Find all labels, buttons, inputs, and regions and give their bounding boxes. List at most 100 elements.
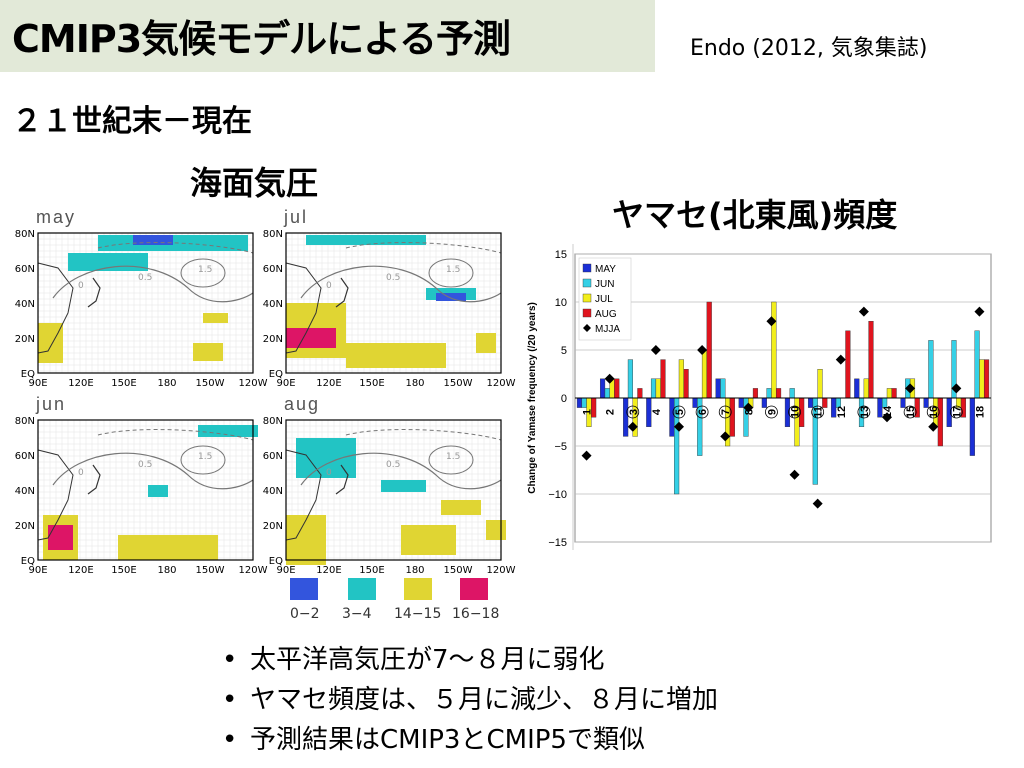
lon-tick-label: 120E xyxy=(316,378,341,389)
bar-jun xyxy=(581,397,587,408)
legend-swatch-label: 0−2 xyxy=(290,606,320,622)
mjja-marker xyxy=(627,421,638,432)
bar-aug xyxy=(683,368,689,399)
shading-patch xyxy=(401,525,456,555)
bar-aug xyxy=(614,378,620,399)
slp-contour xyxy=(52,452,254,490)
slp-title: 海面気圧 xyxy=(190,164,319,202)
y-tick-label: −5 xyxy=(554,441,567,453)
legend-label: AUG xyxy=(595,309,617,320)
lon-tick-label: 120W xyxy=(487,378,516,389)
bullet-list: 太平洋高気圧が7～８月に弱化 ヤマセ頻度は、５月に減少、８月に増加 予測結果はC… xyxy=(218,640,718,760)
lat-tick-label: EQ xyxy=(269,556,283,567)
coastline xyxy=(285,449,322,541)
y-tick-label: 10 xyxy=(555,297,567,309)
slp-contour-dashed xyxy=(345,242,502,254)
bar-jul xyxy=(863,378,869,399)
y-tick-label: 15 xyxy=(555,249,567,261)
lon-tick-label: 120E xyxy=(68,378,93,389)
bar-jul xyxy=(817,368,823,399)
category-label: 2 xyxy=(605,409,617,415)
citation: Endo (2012, 気象集誌) xyxy=(690,36,928,61)
bar-jul xyxy=(794,397,800,447)
mjja-marker xyxy=(835,354,846,365)
slp-contour-dashed xyxy=(345,429,502,441)
shading-patch xyxy=(148,485,168,497)
category-circle xyxy=(926,405,940,419)
bar-aug xyxy=(868,320,874,399)
category-circle xyxy=(695,405,709,419)
slp-contour xyxy=(428,258,474,288)
bar-may xyxy=(715,378,721,399)
legend-label: JUN xyxy=(595,279,614,290)
category-label: 8 xyxy=(743,409,755,415)
lon-tick-label: 150W xyxy=(196,565,225,576)
legend-swatch xyxy=(460,578,488,600)
category-label: 13 xyxy=(859,406,871,418)
legend-swatch xyxy=(582,278,592,288)
bar-jun xyxy=(720,378,726,399)
lat-tick-label: EQ xyxy=(21,556,35,567)
bar-jul xyxy=(979,359,985,399)
shading-patch xyxy=(68,253,148,271)
lat-tick-label: 80N xyxy=(263,229,283,240)
coastline xyxy=(37,262,74,354)
shading-patch xyxy=(118,535,218,560)
legend-swatch xyxy=(582,263,592,273)
lon-tick-label: 120E xyxy=(316,565,341,576)
japan-coastline xyxy=(87,464,101,495)
lon-tick-label: 180 xyxy=(405,378,424,389)
lon-tick-label: 120E xyxy=(68,565,93,576)
lon-tick-label: 150W xyxy=(444,378,473,389)
mjja-marker xyxy=(882,412,892,423)
lon-tick-label: 150E xyxy=(359,565,384,576)
lon-tick-label: 120W xyxy=(487,565,516,576)
map-month-label: jul xyxy=(283,207,308,227)
lat-tick-label: 60N xyxy=(263,264,283,275)
lon-tick-label: 150E xyxy=(111,565,136,576)
category-label: 4 xyxy=(651,408,663,415)
bullet-item: ヤマセ頻度は、５月に減少、８月に増加 xyxy=(218,680,718,720)
slide-title: CMIP3気候モデルによる予測 xyxy=(12,17,511,61)
legend-swatch xyxy=(582,308,592,318)
contour-label: 0.5 xyxy=(386,273,400,283)
legend-swatch-label: 14−15 xyxy=(394,606,442,622)
bar-jun xyxy=(604,388,610,399)
bar-jul xyxy=(678,359,684,399)
bar-may xyxy=(576,397,583,408)
mjja-marker xyxy=(720,431,731,442)
bar-jul xyxy=(655,378,661,399)
mjja-marker xyxy=(604,373,615,384)
mjja-marker xyxy=(905,383,916,394)
category-circle xyxy=(765,405,778,419)
lat-tick-label: 20N xyxy=(15,521,35,532)
lat-tick-label: 40N xyxy=(15,486,35,497)
bar-jul xyxy=(771,301,777,399)
slide-subtitle: ２１世紀末－現在 xyxy=(12,104,252,139)
mjja-marker xyxy=(674,421,684,432)
contour-label: 0.5 xyxy=(138,460,152,470)
category-label: 15 xyxy=(905,406,917,418)
lat-tick-label: 40N xyxy=(263,299,283,310)
mjja-marker xyxy=(812,498,823,509)
category-label: 3 xyxy=(628,409,640,415)
map-month-label: may xyxy=(36,207,76,227)
category-label: 17 xyxy=(951,406,963,418)
coastline xyxy=(37,449,74,541)
legend-label: MAY xyxy=(595,264,616,275)
shading-patch xyxy=(381,480,426,492)
contour-label: 1.5 xyxy=(446,452,460,462)
category-label: 11 xyxy=(813,406,825,418)
map-month-label: jun xyxy=(35,394,66,414)
mjja-marker xyxy=(951,383,962,394)
category-circle xyxy=(788,405,801,419)
lat-tick-label: 20N xyxy=(263,334,283,345)
bar-may xyxy=(807,397,814,408)
bullet-item: 予測結果はCMIP3とCMIP5で類似 xyxy=(218,720,718,760)
legend-swatch xyxy=(348,578,376,600)
